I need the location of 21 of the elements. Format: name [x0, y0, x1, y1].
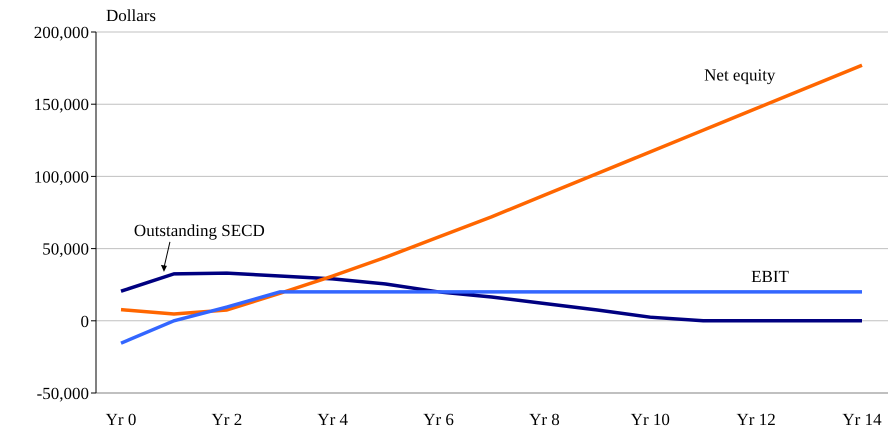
series-label: Net equity [704, 66, 776, 85]
y-axis-title: Dollars [106, 6, 156, 26]
y-tick-label: 0 [80, 312, 89, 331]
x-tick-label: Yr 0 [106, 410, 136, 430]
line-series [119, 290, 864, 345]
x-tick-label: Yr 8 [529, 410, 560, 430]
x-tick-label: Yr 14 [842, 410, 882, 430]
x-tick-label: Yr 6 [423, 410, 454, 430]
y-tick-label: 100,000 [34, 167, 89, 186]
y-tick-label: -50,000 [36, 384, 89, 404]
y-tick-label: 200,000 [34, 23, 89, 42]
x-tick-label: Yr 2 [212, 410, 242, 430]
line-series [119, 271, 864, 323]
x-tick-label: Yr 4 [317, 410, 349, 430]
text: Outstanding SECD [134, 220, 265, 240]
series-label: EBIT [751, 266, 790, 286]
y-tick-label: 150,000 [34, 95, 89, 114]
x-tick-label: Yr 12 [736, 410, 776, 430]
x-tick-label: Yr 10 [630, 410, 670, 430]
line-series [119, 63, 864, 316]
y-tick-label: 50,000 [42, 240, 89, 259]
